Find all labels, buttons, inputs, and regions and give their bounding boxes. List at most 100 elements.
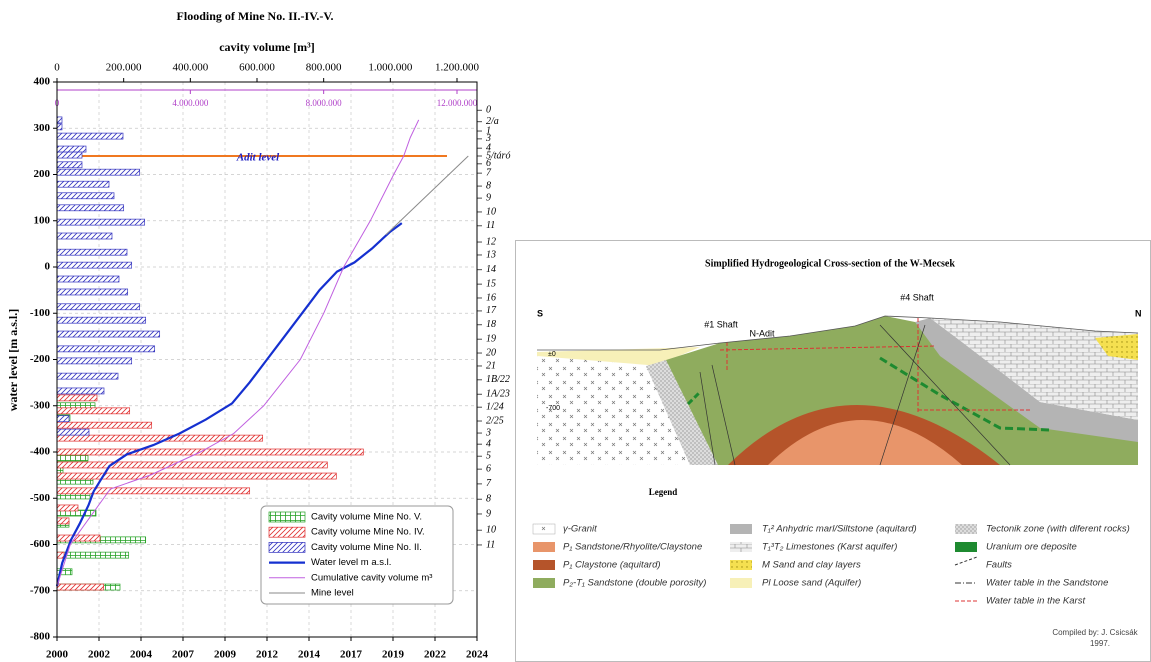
x-tick-label: 2014 [298,649,321,661]
legend-box [260,505,454,605]
cavity-bar [56,275,120,283]
level-label: 11 [486,539,495,550]
cavity-bar [56,428,90,436]
legend-label: Faults [986,560,1012,571]
cavity-bar [56,407,131,415]
level-label: 2/a [486,116,499,127]
level-label: 6 [486,158,491,169]
x2-tick-label: 1.000.000 [368,62,413,74]
cavity-bar [56,504,79,512]
cavity-bar [56,161,83,169]
legend-label: Cavity volume Mine No. II. [311,542,422,553]
cavity-bar [56,421,153,429]
series-line [385,155,469,235]
tectonic-zone [646,360,718,465]
granit [537,356,690,465]
x2-axis-title: cavity volume [m³] [219,40,315,54]
cavity-bar [56,487,251,495]
swatch [533,560,555,570]
x-tick-label: 2004 [130,649,153,661]
faults [699,324,1011,466]
y-tick-label: -500 [30,492,51,504]
label-adit: N-Adit [749,328,775,338]
level-label: 14 [486,264,496,275]
cavity-bar [56,583,105,591]
cavity-bar [56,168,141,176]
y-tick-label: 100 [34,214,51,226]
legend-label: Cumulative cavity volume m³ [311,572,432,583]
y-tick-label: 300 [34,122,51,134]
level-label: 16 [486,292,496,303]
cavity-bar [56,448,364,456]
swatch [730,542,752,552]
level-label: 17 [486,305,497,316]
credit-year: 1997. [1090,639,1110,648]
legend-swatch [268,511,306,523]
cavity-bar [56,387,105,395]
y-tick-label: -800 [30,631,51,643]
flooding-chart: Flooding of Mine No. II.-IV.-V. cavity v… [6,9,511,661]
level-label: 7 [486,478,492,489]
legend-label: Water table in the Karst [986,596,1085,607]
limestone [930,318,1138,420]
cavity-bar [56,372,119,380]
level-label: 21 [486,360,496,371]
m-sand [1095,334,1138,360]
level-label: 11 [486,220,495,231]
cavity-bar [56,534,101,542]
legend-label: T₁² Anhydric marl/Siltstone (aquitard) [762,524,917,535]
x2-tick-label: 200.000 [106,62,142,74]
legend-label: Water table in the Sandstone [986,578,1108,589]
level-label: 8 [486,493,491,504]
swatch [730,560,752,570]
y-tick-label: -600 [30,538,51,550]
cavity-bar [56,123,63,131]
level-label: 10 [486,206,496,217]
swatch [730,578,752,588]
label-depth: -700 [546,405,560,412]
legend-label: P₁ Sandstone/Rhyolite/Claystone [563,542,702,553]
legend-label: M Sand and clay layers [762,560,861,571]
label-south: S [537,308,543,318]
level-label: 3 [485,133,491,144]
cavity-bar [56,415,70,423]
swatch [533,578,555,588]
label-shaft4: #4 Shaft [900,292,934,302]
level-label: 1 [486,125,491,136]
swatch [955,542,977,552]
level-label: 1A/23 [486,388,510,399]
cavity-bar [56,316,147,324]
ore-deposit [879,356,1051,432]
level-label: 12 [486,236,496,247]
plot-frame [56,81,478,638]
legend-swatch [268,526,306,538]
x2-tick-label: 1.200.000 [435,62,480,74]
label-zero: ±0 [548,351,556,358]
credit: Compiled by: J. Csicsák [1052,628,1138,637]
level-label: 6 [486,463,491,474]
cavity-bar [56,116,63,124]
legend-title: Legend [649,487,678,497]
label-north: N [1135,308,1142,318]
surface [537,315,1139,351]
level-label: 3 [485,427,491,438]
y-tick-label: -100 [30,307,51,319]
anhydric-marl [915,318,1138,442]
x2-tick-label: 0 [54,62,60,74]
chart-title: Flooding of Mine No. II.-IV.-V. [177,9,334,23]
legend-label: T₁³T₂ Limestones (Karst aquifer) [762,542,897,553]
cavity-bar [56,204,125,212]
cavity-bar [56,218,146,226]
x3-tick-label: 8.000.000 [306,98,343,108]
y-tick-label: 200 [34,168,51,180]
y-tick-label: -200 [30,353,51,365]
cavity-bar [56,303,141,311]
y-tick-label: 400 [34,76,51,88]
level-label: 19 [486,333,496,344]
level-label: 4 [486,438,491,449]
y-tick-label: 0 [45,261,51,273]
swatch [533,542,555,552]
legend-label: Tectonik zone (with diferent rocks) [986,524,1130,535]
ore-deposit [686,390,702,406]
